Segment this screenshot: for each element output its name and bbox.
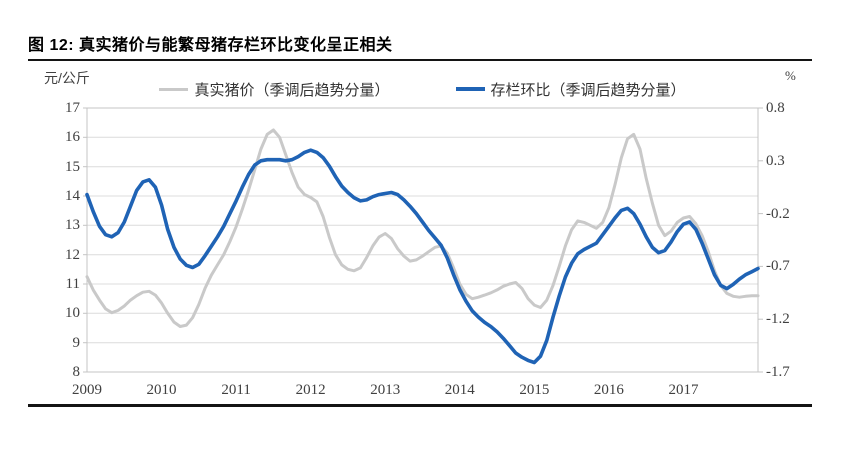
left-axis-tick-label: 11 xyxy=(65,276,80,292)
x-axis-tick-label: 2009 xyxy=(72,382,102,398)
price-series-label: 真实猪价（季调后趋势分量） xyxy=(194,81,390,99)
x-axis-tick-label: 2015 xyxy=(519,382,550,398)
left-axis-tick-label: 13 xyxy=(65,217,80,234)
right-axis-tick-label: 0.8 xyxy=(766,100,785,116)
left-axis-tick-label: 9 xyxy=(72,334,81,351)
right-axis-tick-label: -1.2 xyxy=(766,311,790,328)
x-axis-tick-label: 2013 xyxy=(370,382,401,398)
left-axis-tick-label: 15 xyxy=(65,158,80,175)
left-axis-unit-label: 元/公斤 xyxy=(44,70,90,86)
left-axis-tick-label: 17 xyxy=(65,100,80,116)
inventory-series-label: 存栏环比（季调后趋势分量） xyxy=(490,81,686,99)
legend-item-price: 真实猪价（季调后趋势分量） xyxy=(159,79,390,100)
left-axis-tick-label: 12 xyxy=(65,246,80,263)
right-axis-tick-label: -0.7 xyxy=(766,258,790,275)
right-axis-tick-label: 0.3 xyxy=(766,152,785,169)
x-axis-tick-label: 2014 xyxy=(444,382,475,398)
figure-title: 图 12: 真实猪价与能繁母猪存栏环比变化呈正相关 xyxy=(28,37,393,54)
real-pig-price-line xyxy=(85,128,760,328)
x-axis-tick-label: 2017 xyxy=(668,382,699,398)
left-axis-tick-label: 8 xyxy=(72,364,81,380)
left-axis-tick-label: 14 xyxy=(65,188,80,204)
price-series-swatch-icon xyxy=(159,87,189,91)
x-axis-tick-label: 2012 xyxy=(295,382,326,398)
legend-item-inventory: 存栏环比（季调后趋势分量） xyxy=(455,79,686,100)
legend: 真实猪价（季调后趋势分量） 存栏环比（季调后趋势分量） xyxy=(87,79,758,99)
top-rule xyxy=(28,59,812,61)
inventory-series-swatch-icon xyxy=(455,87,485,91)
right-axis-tick-label: -1.7 xyxy=(766,364,790,380)
x-axis-tick-label: 2011 xyxy=(221,382,251,398)
x-axis-tick-label: 2016 xyxy=(593,382,624,398)
right-axis-unit-label: % xyxy=(785,68,796,83)
inventory-mom-line xyxy=(85,148,760,365)
left-axis-tick-label: 10 xyxy=(65,305,80,322)
x-axis-tick-label: 2010 xyxy=(146,382,177,398)
right-axis-tick-label: -0.2 xyxy=(766,205,790,222)
left-axis-tick-label: 16 xyxy=(65,129,80,146)
bottom-rule xyxy=(28,404,812,407)
